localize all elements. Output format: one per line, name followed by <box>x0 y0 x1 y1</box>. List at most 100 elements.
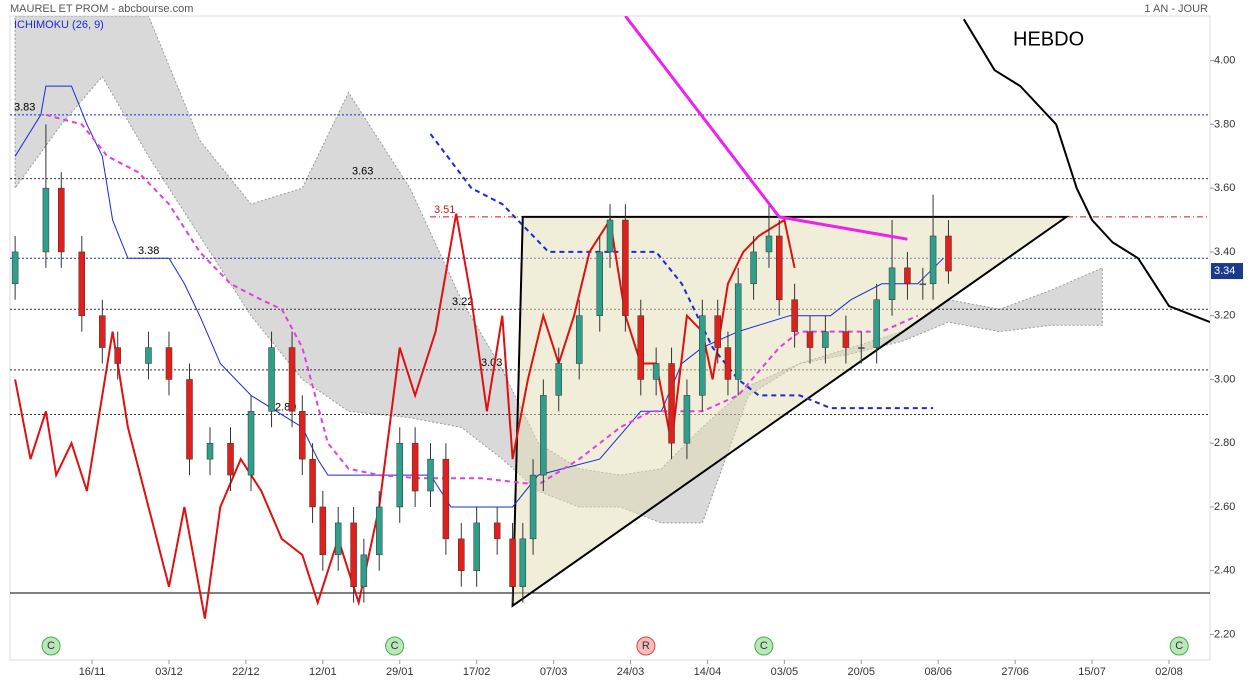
candle-body <box>929 235 937 285</box>
candle-body <box>791 299 798 332</box>
candle-body <box>750 251 757 285</box>
indicator-line <box>962 18 1210 324</box>
candle-body <box>165 347 173 380</box>
candle-body <box>186 379 193 460</box>
y-tick-label: 2.20 <box>1214 628 1235 640</box>
candle-body <box>411 442 419 492</box>
candle-body <box>683 395 691 444</box>
event-marker <box>754 636 774 656</box>
x-tick-label: 22/12 <box>232 666 260 678</box>
x-tick-label: 17/02 <box>463 666 491 678</box>
candle-body <box>319 506 327 556</box>
candle-body <box>575 315 583 364</box>
candle-body <box>58 187 65 253</box>
chart-title: MAUREL ET PROM - abcbourse.com <box>10 3 193 15</box>
candle-body <box>765 235 773 253</box>
y-tick-label: 3.60 <box>1214 182 1235 194</box>
event-label: C <box>391 640 399 652</box>
candle-body <box>540 395 547 476</box>
event-marker <box>385 636 405 656</box>
y-tick-label: 2.60 <box>1214 501 1235 513</box>
candle-body <box>99 315 106 348</box>
candle-body <box>473 522 480 571</box>
candle-body <box>299 411 306 460</box>
candle-body <box>114 347 121 364</box>
candle-body <box>396 442 403 508</box>
x-tick-label: 24/03 <box>617 666 645 678</box>
candle-body <box>11 251 19 285</box>
indicator-line <box>624 16 908 241</box>
candle-body <box>509 538 516 587</box>
x-tick-label: 08/06 <box>924 666 952 678</box>
y-tick-label: 3.80 <box>1214 118 1235 130</box>
level-label: 3.83 <box>14 102 35 114</box>
period-label: 1 AN - JOUR <box>1144 3 1208 15</box>
candle-body <box>375 506 383 556</box>
x-tick-label: 12/01 <box>309 666 337 678</box>
candle-body <box>268 347 275 412</box>
y-tick-label: 3.00 <box>1214 373 1235 385</box>
candle-body <box>637 315 645 380</box>
candle-body <box>873 299 880 348</box>
x-tick-label: 03/12 <box>155 666 183 678</box>
candle-body <box>945 235 952 272</box>
candle-body <box>227 442 234 476</box>
event-marker <box>41 636 61 656</box>
y-tick-label: 2.40 <box>1214 565 1235 577</box>
candle-body <box>596 251 603 316</box>
level-label: 3.22 <box>452 296 473 308</box>
last-price-label: 3.34 <box>1214 265 1235 277</box>
candle-body <box>555 363 562 396</box>
candle-body <box>775 235 783 300</box>
y-tick-label: 3.40 <box>1214 246 1235 258</box>
candle-body <box>442 458 450 540</box>
candle-body <box>734 283 742 380</box>
candle-body <box>334 522 342 556</box>
annotation: HEBDO <box>1013 28 1084 50</box>
candle-body <box>42 187 50 253</box>
event-label: C <box>1175 640 1183 652</box>
candle-body <box>350 522 357 587</box>
candle-body <box>858 347 865 349</box>
x-tick-label: 29/01 <box>386 666 414 678</box>
candle-body <box>360 554 368 587</box>
x-tick-label: 14/04 <box>694 666 722 678</box>
event-marker <box>1169 636 1189 656</box>
candle-body <box>458 538 465 571</box>
last-price-box <box>1211 263 1243 280</box>
event-label: R <box>642 640 650 652</box>
candle-body <box>78 251 86 316</box>
x-tick-label: 02/08 <box>1155 666 1183 678</box>
candle-body <box>652 363 660 380</box>
candle-body <box>699 315 706 396</box>
candle-body <box>919 283 927 286</box>
candle-body <box>247 411 255 476</box>
candle-body <box>309 458 316 508</box>
x-tick-label: 07/03 <box>540 666 568 678</box>
level-label: 3.03 <box>481 357 502 369</box>
event-label: C <box>760 640 768 652</box>
candle-body <box>904 267 911 285</box>
candle-body <box>519 538 527 587</box>
candle-body <box>822 331 829 348</box>
candle-body <box>668 363 675 444</box>
indicator-label: ICHIMOKU (26, 9) <box>14 19 104 31</box>
event-label: C <box>47 640 55 652</box>
x-tick-label: 20/05 <box>848 666 876 678</box>
candle-body <box>606 219 614 253</box>
candle-body <box>714 315 721 348</box>
event-marker <box>636 636 656 656</box>
candle-body <box>493 522 501 540</box>
candle-body <box>427 458 434 492</box>
candle-body <box>529 474 537 540</box>
plot: 3.833.633.513.383.223.032.89 <box>10 16 1210 619</box>
triangle-pattern <box>511 215 1070 608</box>
level-label: 3.63 <box>352 166 373 178</box>
x-tick-label: 16/11 <box>79 666 106 678</box>
candle-body <box>288 347 296 412</box>
x-tick-label: 27/06 <box>1001 666 1029 678</box>
candle-body <box>724 347 732 380</box>
x-tick-label: 15/07 <box>1078 666 1106 678</box>
candle-body <box>622 219 629 316</box>
